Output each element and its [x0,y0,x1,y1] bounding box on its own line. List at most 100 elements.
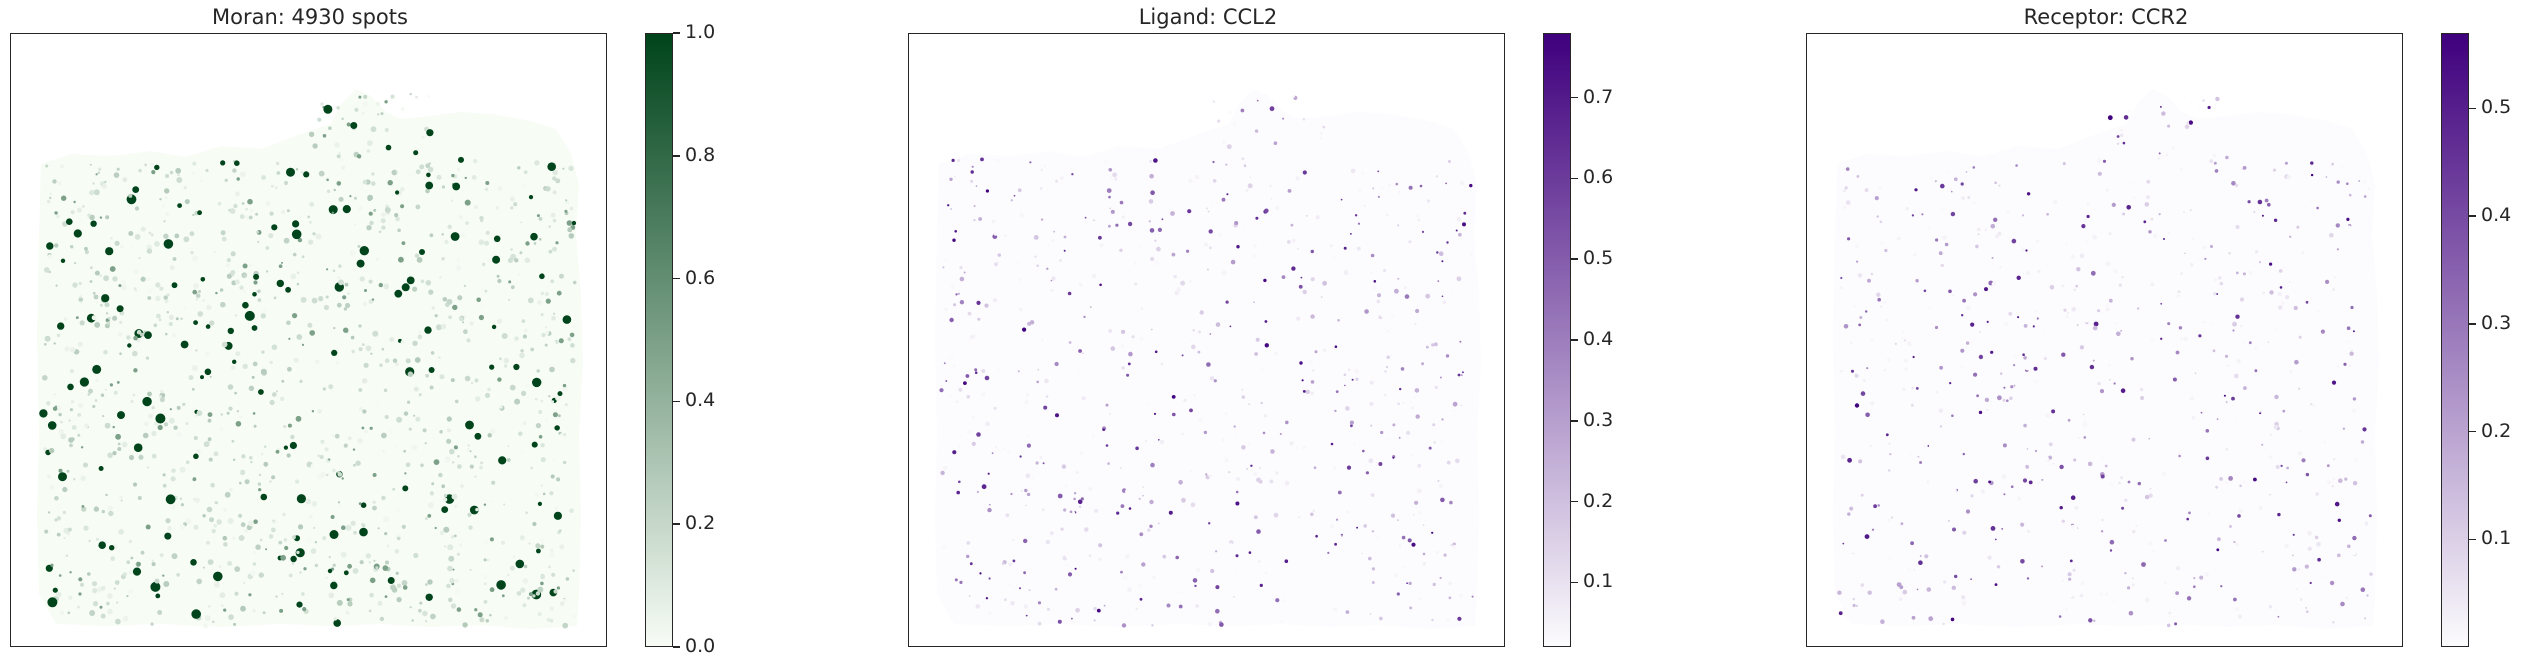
spot [1312,369,1315,372]
spot [533,353,537,356]
spot [1127,587,1132,593]
spot [1056,196,1061,201]
spot [1082,352,1084,355]
spot [552,176,557,181]
spot [2037,481,2041,485]
spot [1906,567,1912,572]
spot [1431,531,1434,534]
spot [71,425,77,430]
spot [1371,285,1377,291]
spot [471,175,477,180]
spot [952,450,957,455]
spot [2002,443,2007,448]
spot [1911,615,1916,620]
spot [1847,512,1851,516]
spot [958,387,963,392]
spot [2323,172,2326,175]
spot [1392,457,1395,459]
spot [2212,153,2217,158]
spot [183,186,187,190]
spot [317,474,323,480]
spot [78,281,82,286]
spot [160,390,164,394]
spot [1315,215,1320,220]
spot [560,601,565,606]
spot [2352,408,2356,413]
spot [497,186,503,191]
spot [192,289,197,295]
spot [1394,581,1397,584]
spot [1406,549,1411,554]
spot [1419,184,1423,188]
spot [2233,540,2236,544]
spot [1320,481,1324,485]
spot [1455,458,1460,464]
spot [547,162,556,171]
spot [461,620,464,623]
spot [1158,522,1160,525]
spot [1404,439,1409,444]
spot [210,482,215,488]
spot [1215,550,1218,553]
spot [110,237,113,240]
spot [109,266,116,272]
spot [1064,562,1069,567]
spot [78,297,84,302]
spot [452,182,461,191]
spot [290,434,295,440]
spot [281,592,284,595]
spot [203,441,210,448]
spot [1990,160,1995,165]
spot [397,228,401,233]
spot [425,280,432,286]
spot [1870,401,1875,406]
spot [245,215,250,220]
spot [2093,321,2099,327]
spot [1422,524,1425,526]
spot [2278,269,2283,273]
spot [1397,194,1400,197]
spot [1471,595,1474,598]
spot [1181,354,1184,357]
spot [1235,433,1240,437]
spot [1965,281,1969,286]
spot [2199,575,2204,580]
spot [1023,538,1028,544]
spot [2003,386,2006,389]
spot [369,577,376,584]
spot [949,317,954,323]
spot [2368,514,2372,518]
spot [358,324,362,328]
spot [1404,294,1410,299]
spot [2219,477,2223,481]
spot [1999,266,2002,269]
spot [2309,581,2312,585]
spot [565,199,568,202]
spot [147,391,152,397]
spot [1970,322,1975,327]
spot [135,561,141,567]
spot [975,185,978,187]
spot [378,282,383,288]
spot [2177,495,2181,499]
spot [527,297,534,304]
spot [1309,611,1315,616]
spot [233,203,238,209]
spot [244,310,255,321]
spot [2268,605,2273,609]
spot [1919,461,1923,464]
spot [1019,455,1022,458]
spot [1225,412,1228,415]
spot [537,612,542,617]
spot [1037,368,1039,371]
spot [332,434,335,437]
spot [473,424,479,429]
spot [1845,200,1851,206]
spot [1234,221,1239,225]
spot [134,234,141,240]
spot [2229,525,2232,529]
spot [1990,223,1996,229]
spot [69,443,73,448]
spot [1180,280,1186,286]
spot [47,421,57,430]
